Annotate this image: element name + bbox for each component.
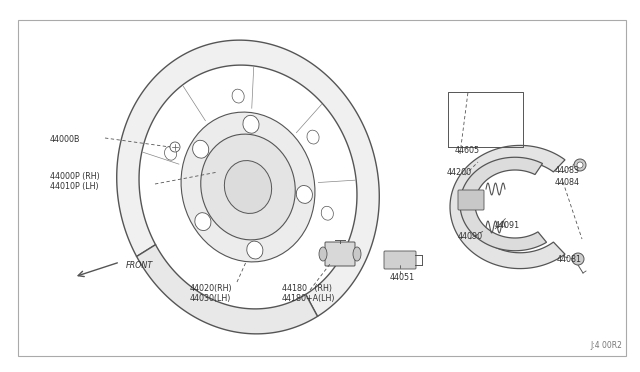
FancyBboxPatch shape (458, 190, 484, 210)
Ellipse shape (574, 159, 586, 171)
FancyBboxPatch shape (325, 242, 355, 266)
Ellipse shape (572, 253, 584, 265)
Ellipse shape (193, 140, 209, 158)
Text: 44091: 44091 (495, 221, 520, 230)
Text: 44180+A(LH): 44180+A(LH) (282, 294, 335, 302)
Ellipse shape (170, 142, 180, 152)
Text: 44605: 44605 (455, 145, 480, 154)
Ellipse shape (247, 241, 263, 259)
Ellipse shape (243, 115, 259, 133)
Text: 44083: 44083 (555, 166, 580, 174)
Polygon shape (460, 157, 547, 251)
Ellipse shape (232, 89, 244, 103)
Text: 44090: 44090 (458, 231, 483, 241)
Ellipse shape (225, 161, 271, 214)
Text: 44081: 44081 (557, 254, 582, 263)
Polygon shape (136, 245, 317, 334)
Text: FRONT: FRONT (126, 260, 153, 269)
Text: 44200: 44200 (447, 167, 472, 176)
Text: 44051: 44051 (390, 273, 415, 282)
Ellipse shape (296, 186, 312, 203)
Text: 44180   (RH): 44180 (RH) (282, 283, 332, 292)
Text: J:4 00R2: J:4 00R2 (590, 341, 622, 350)
Ellipse shape (164, 146, 177, 160)
Ellipse shape (353, 247, 361, 261)
Ellipse shape (319, 247, 327, 261)
Ellipse shape (307, 130, 319, 144)
Text: 44084: 44084 (555, 177, 580, 186)
Text: 44000B: 44000B (50, 135, 81, 144)
Ellipse shape (577, 162, 583, 168)
Text: 44000P (RH): 44000P (RH) (50, 171, 100, 180)
Ellipse shape (181, 112, 315, 262)
Text: 44020(RH): 44020(RH) (190, 283, 232, 292)
Ellipse shape (195, 213, 211, 231)
Ellipse shape (321, 206, 333, 220)
FancyBboxPatch shape (384, 251, 416, 269)
Text: 44010P (LH): 44010P (LH) (50, 182, 99, 190)
Ellipse shape (201, 134, 295, 240)
Text: 44030(LH): 44030(LH) (190, 294, 232, 302)
Polygon shape (450, 145, 565, 269)
Polygon shape (116, 40, 380, 316)
